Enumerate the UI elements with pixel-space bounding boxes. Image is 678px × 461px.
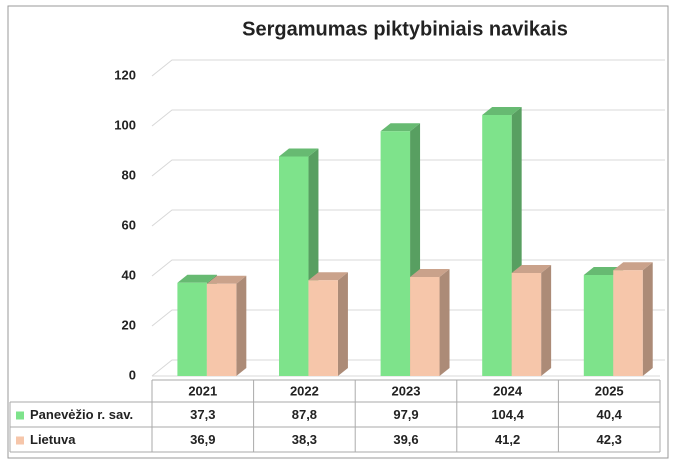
bar-front bbox=[206, 283, 237, 376]
bar bbox=[206, 275, 247, 376]
x-tick-label: 2025 bbox=[595, 383, 624, 398]
y-tick-label: 120 bbox=[114, 67, 136, 82]
bar-front bbox=[410, 277, 440, 376]
bar-top bbox=[511, 265, 552, 273]
data-label: 87,8 bbox=[292, 407, 317, 422]
bar-front bbox=[308, 280, 338, 376]
legend-label: Panevėžio r. sav. bbox=[30, 407, 133, 422]
bar-front bbox=[279, 156, 309, 376]
bar-front bbox=[380, 131, 411, 376]
bar-side bbox=[642, 262, 653, 376]
data-label: 36,9 bbox=[190, 432, 215, 447]
bar-side bbox=[541, 265, 552, 376]
data-label: 40,4 bbox=[597, 407, 623, 422]
bar-front bbox=[613, 270, 643, 376]
bar-top bbox=[177, 274, 217, 283]
bar-top bbox=[279, 148, 319, 157]
bar-front bbox=[583, 275, 614, 376]
bar-front bbox=[482, 115, 512, 376]
bar-top bbox=[206, 275, 247, 284]
x-tick-label: 2023 bbox=[392, 383, 421, 398]
legend-label: Lietuva bbox=[30, 432, 76, 447]
data-label: 97,9 bbox=[393, 407, 418, 422]
x-tick-label: 2021 bbox=[188, 383, 217, 398]
x-tick-label: 2024 bbox=[493, 383, 523, 398]
bar bbox=[308, 272, 348, 376]
bar bbox=[511, 265, 552, 376]
bar-front bbox=[177, 282, 207, 376]
legend-swatch bbox=[16, 436, 24, 445]
bar-side bbox=[337, 272, 348, 376]
y-tick-label: 20 bbox=[122, 317, 136, 332]
x-tick-label: 2022 bbox=[290, 383, 319, 398]
bar-front bbox=[511, 273, 542, 376]
data-label: 38,3 bbox=[292, 432, 317, 447]
bar bbox=[410, 269, 450, 376]
y-tick-label: 0 bbox=[129, 367, 136, 382]
y-tick-label: 80 bbox=[122, 167, 136, 182]
bar-top bbox=[308, 272, 348, 281]
data-label: 37,3 bbox=[190, 407, 215, 422]
bar-side bbox=[439, 269, 450, 376]
bar-side bbox=[236, 275, 247, 376]
data-label: 104,4 bbox=[491, 407, 524, 422]
bar bbox=[482, 107, 522, 376]
bar-top bbox=[613, 262, 653, 271]
chart-title: Sergamumas piktybiniais navikais bbox=[242, 18, 568, 40]
legend-swatch bbox=[16, 411, 24, 420]
y-tick-label: 60 bbox=[122, 217, 136, 232]
bar-top bbox=[380, 123, 421, 132]
data-label: 42,3 bbox=[597, 432, 622, 447]
bar bbox=[613, 262, 653, 376]
data-label: 41,2 bbox=[495, 432, 520, 447]
y-tick-label: 40 bbox=[122, 267, 136, 282]
data-label: 39,6 bbox=[393, 432, 418, 447]
y-tick-label: 100 bbox=[114, 117, 136, 132]
chart-border bbox=[7, 5, 669, 459]
bar-top bbox=[410, 269, 450, 277]
bar-top bbox=[482, 107, 522, 115]
grid-line bbox=[151, 59, 665, 77]
